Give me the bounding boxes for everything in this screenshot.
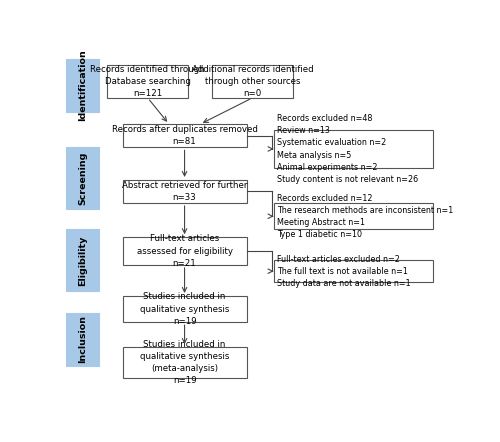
- Text: Records excluded n=12
The research methods are inconsistent n=1
Meeting Abstract: Records excluded n=12 The research metho…: [277, 194, 453, 239]
- Text: Records after duplicates removed
n=81: Records after duplicates removed n=81: [112, 125, 258, 146]
- Text: Full-text articles
assessed for eligibility
n=21: Full-text articles assessed for eligibil…: [136, 234, 232, 268]
- FancyBboxPatch shape: [274, 260, 432, 282]
- Text: Eligibility: Eligibility: [78, 235, 88, 286]
- Text: Records excluded n=48
Review n=13
Systematic evaluation n=2
Meta analysis n=5
An: Records excluded n=48 Review n=13 System…: [277, 114, 418, 184]
- Text: Abstract retrieved for further
n=33: Abstract retrieved for further n=33: [122, 181, 247, 202]
- FancyBboxPatch shape: [122, 237, 246, 265]
- FancyBboxPatch shape: [274, 130, 432, 168]
- Text: Studies included in
qualitative synthesis
(meta-analysis)
n=19: Studies included in qualitative synthesi…: [140, 340, 229, 385]
- FancyBboxPatch shape: [66, 147, 100, 209]
- Text: Screening: Screening: [78, 152, 88, 205]
- FancyBboxPatch shape: [66, 59, 100, 112]
- Text: Additional records identified
through other sources
n=0: Additional records identified through ot…: [192, 65, 313, 98]
- FancyBboxPatch shape: [122, 296, 246, 322]
- FancyBboxPatch shape: [66, 229, 100, 291]
- FancyBboxPatch shape: [274, 203, 432, 229]
- Text: Records identified through
Database searching
n=121: Records identified through Database sear…: [90, 65, 205, 98]
- FancyBboxPatch shape: [107, 65, 188, 98]
- Text: Inclusion: Inclusion: [78, 315, 88, 363]
- Text: Studies included in
qualitative synthesis
n=19: Studies included in qualitative synthesi…: [140, 293, 229, 326]
- FancyBboxPatch shape: [66, 313, 100, 366]
- Text: Full-text articles excluded n=2
The full text is not available n=1
Study data ar: Full-text articles excluded n=2 The full…: [277, 255, 410, 288]
- FancyBboxPatch shape: [122, 347, 246, 378]
- Text: Identification: Identification: [78, 50, 88, 122]
- FancyBboxPatch shape: [212, 65, 293, 98]
- FancyBboxPatch shape: [122, 124, 246, 148]
- FancyBboxPatch shape: [122, 180, 246, 203]
